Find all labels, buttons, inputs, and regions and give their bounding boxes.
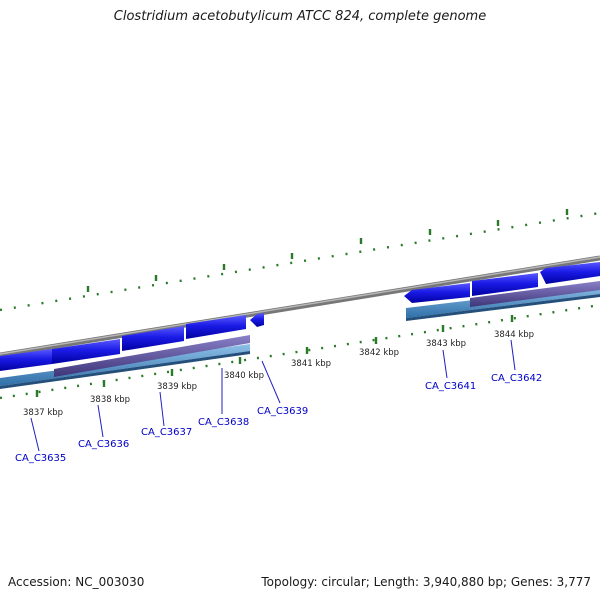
gene-label[interactable]: CA_C3637 bbox=[141, 427, 192, 438]
gene-labels: CA_C3635 CA_C3636 CA_C3637 CA_C3638 CA_C… bbox=[15, 373, 542, 464]
map-title: Clostridium acetobutylicum ATCC 824, com… bbox=[113, 9, 487, 24]
gene-label[interactable]: CA_C3642 bbox=[491, 373, 542, 384]
gene-label[interactable]: CA_C3641 bbox=[425, 381, 476, 392]
kbp-label: 3837 kbp bbox=[23, 408, 63, 418]
gene-leader-lines bbox=[30, 339, 516, 452]
topology-text: Topology: circular; Length: 3,940,880 bp… bbox=[261, 575, 591, 589]
genome-backbone bbox=[0, 255, 600, 358]
kbp-labels: 3837 kbp 3838 kbp 3839 kbp 3840 kbp 3841… bbox=[23, 330, 534, 418]
gene-label[interactable]: CA_C3638 bbox=[198, 417, 249, 428]
kbp-label: 3838 kbp bbox=[90, 395, 130, 405]
kbp-label: 3841 kbp bbox=[291, 359, 331, 369]
gene-label[interactable]: CA_C3639 bbox=[257, 406, 308, 417]
inner-major-ticks bbox=[35, 315, 514, 397]
cds-arrows-left bbox=[0, 313, 264, 371]
accession-text: Accession: NC_003030 bbox=[8, 575, 145, 589]
gene-feature-right bbox=[470, 281, 600, 307]
kbp-label: 3840 kbp bbox=[224, 371, 264, 381]
gene-label[interactable]: CA_C3636 bbox=[78, 439, 129, 450]
kbp-label: 3842 kbp bbox=[359, 348, 399, 358]
kbp-label: 3843 kbp bbox=[426, 339, 466, 349]
outer-major-ticks bbox=[86, 209, 569, 292]
kbp-label: 3844 kbp bbox=[494, 330, 534, 340]
gene-label[interactable]: CA_C3635 bbox=[15, 453, 66, 464]
kbp-label: 3839 kbp bbox=[157, 382, 197, 392]
cds-arrows-right bbox=[404, 262, 600, 303]
gene-feature-left bbox=[54, 335, 250, 377]
